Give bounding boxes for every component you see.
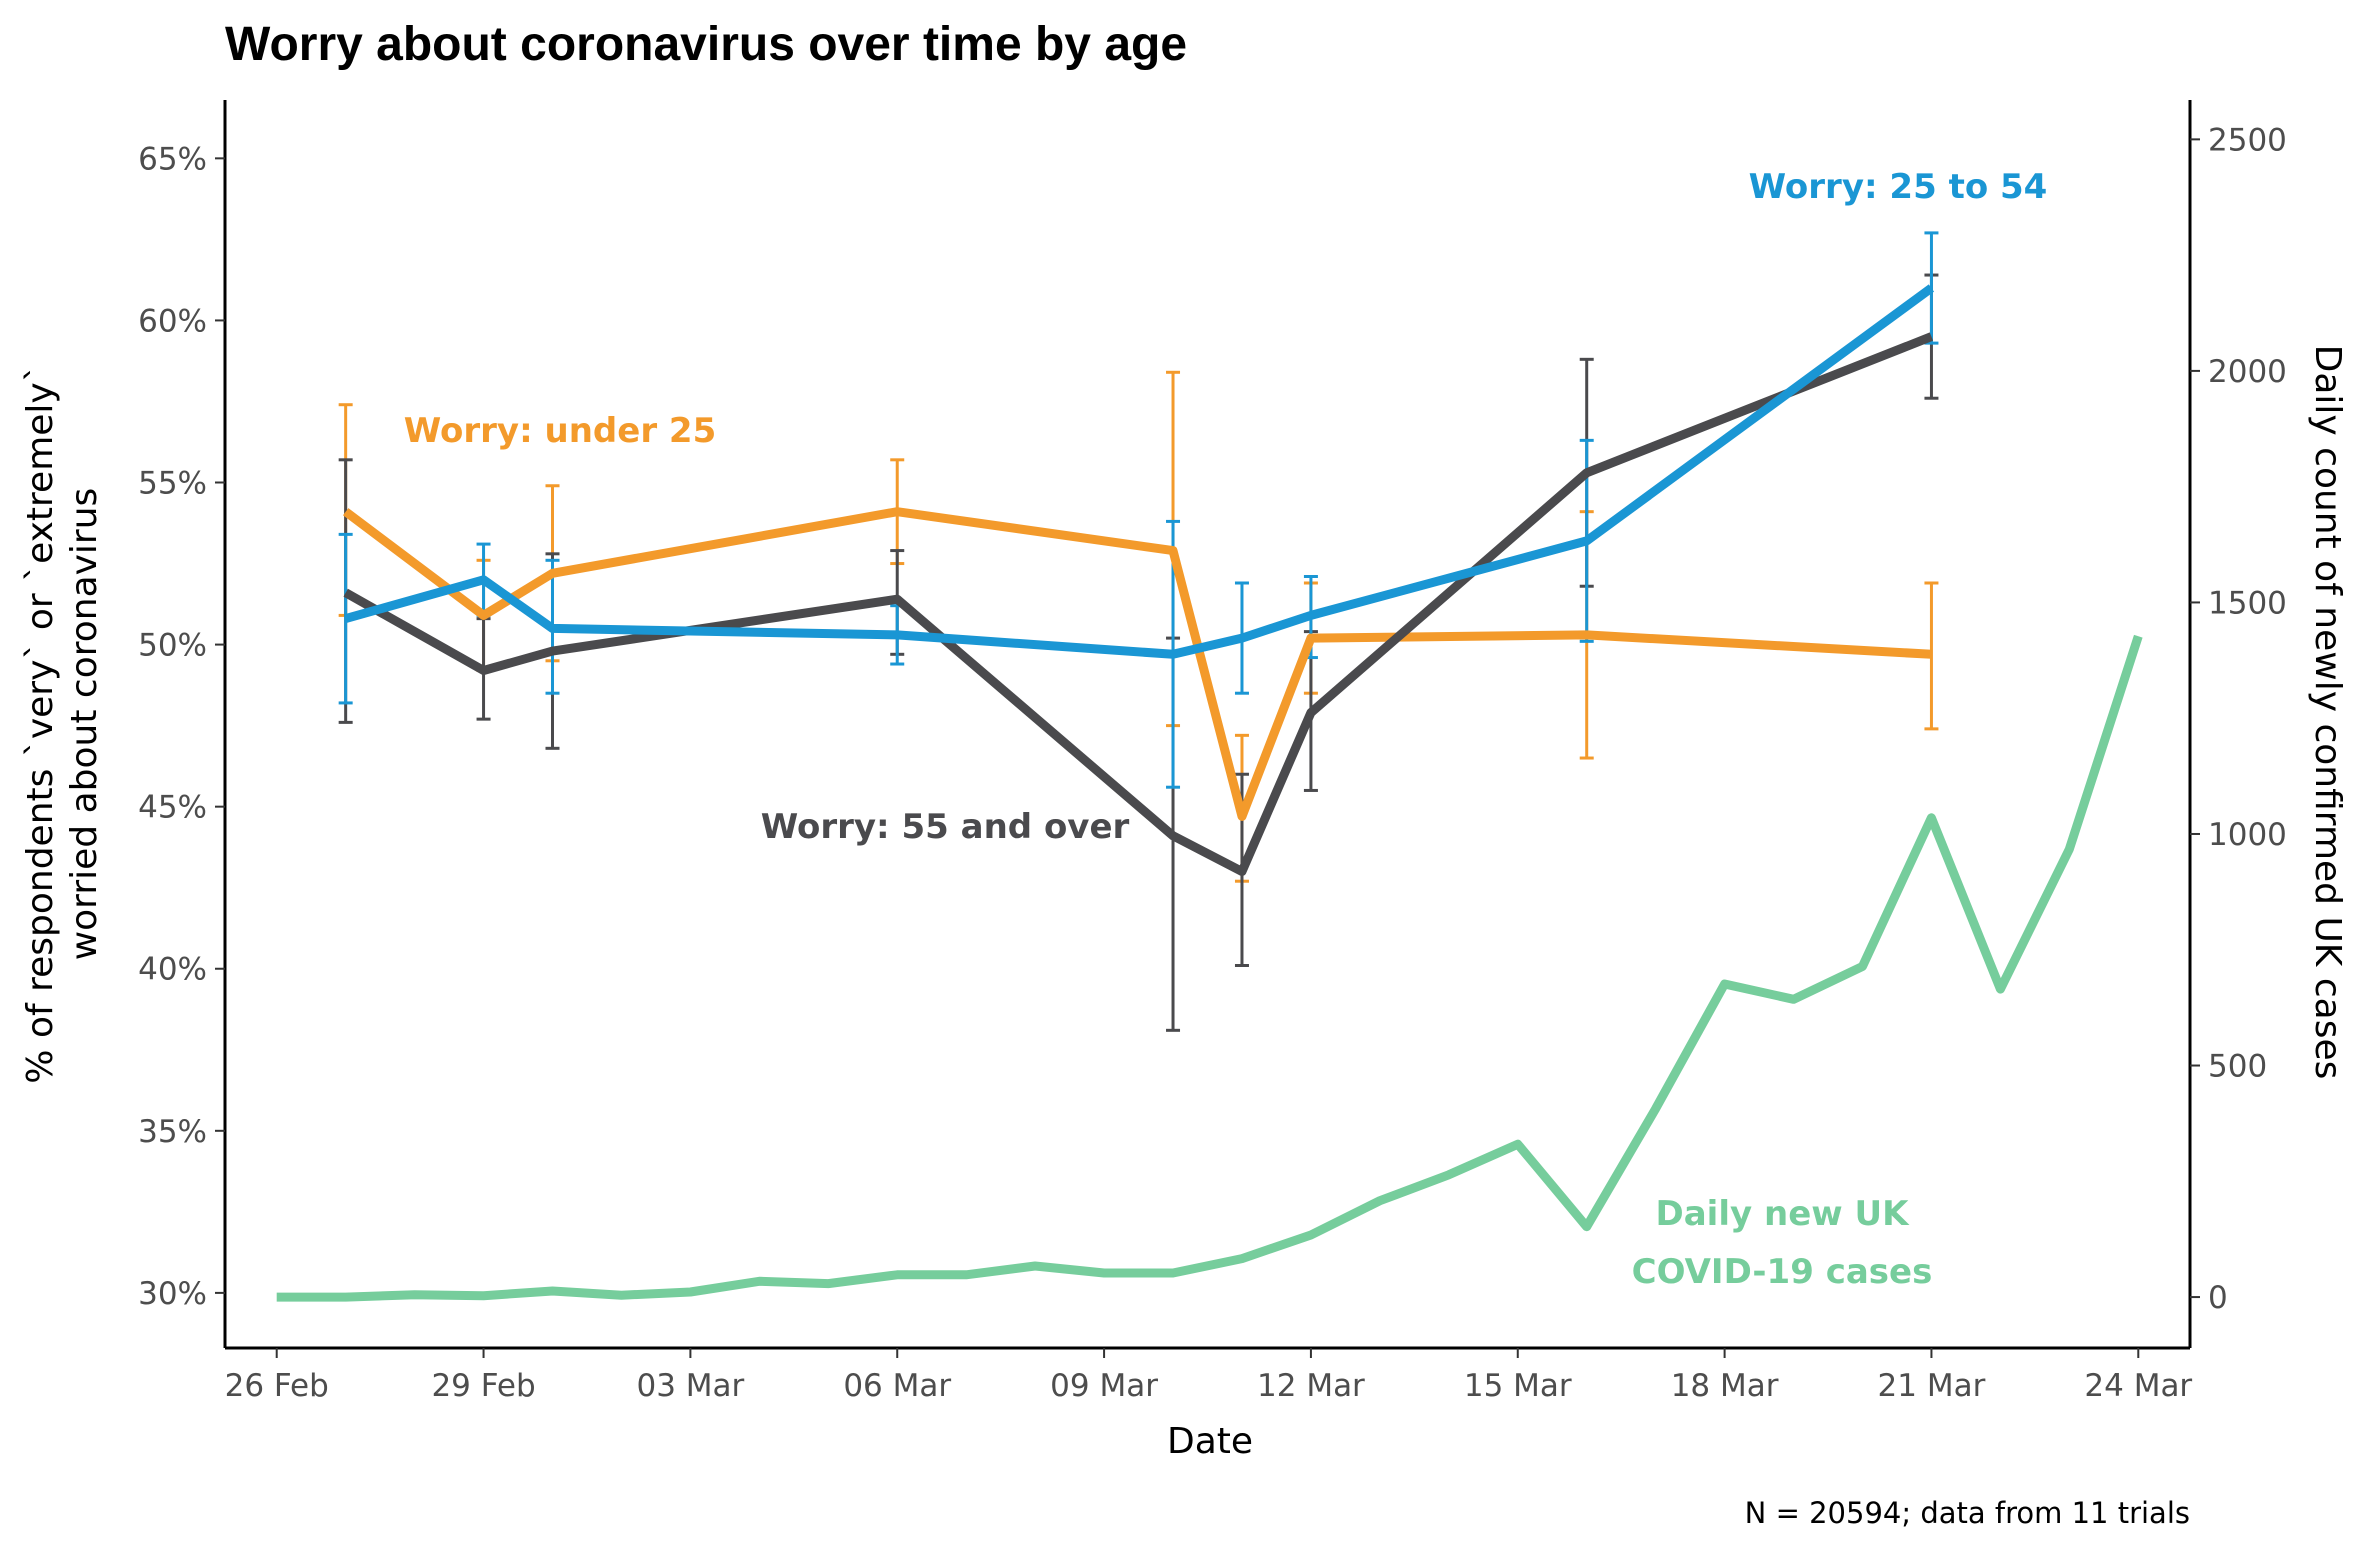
annotation-worry-under-25: Worry: under 25 xyxy=(404,411,717,451)
annotation-daily-new-uk-covid-19-cases: Daily new UK COVID-19 cases xyxy=(1632,1194,1933,1292)
x-tick-label: 21 Mar xyxy=(1878,1368,1986,1404)
y-axis-title-line: worried about coronavirus xyxy=(64,488,105,961)
error-bar-worry-25-to-54 xyxy=(338,532,353,705)
series-line-daily-new-uk-covid-19-cases xyxy=(276,634,2143,1302)
worry-series xyxy=(342,284,1935,876)
series-line-worry-55-and-over xyxy=(343,332,1934,876)
y2-tick-label: 500 xyxy=(2208,1049,2267,1085)
y-axis-title-line: % of respondents `very` or `extremely` xyxy=(20,364,61,1083)
x-tick-label: 26 Feb xyxy=(225,1368,329,1404)
x-tick-label: 24 Mar xyxy=(2084,1368,2192,1404)
y-tick-label: 50% xyxy=(138,628,207,664)
y-tick-label: 40% xyxy=(138,952,207,988)
error-bar-worry-under-25 xyxy=(1924,581,1939,731)
x-tick-label: 06 Mar xyxy=(843,1368,951,1404)
y2-axis-title: Daily count of newly confirmed UK cases xyxy=(2307,345,2348,1080)
x-tick-label: 09 Mar xyxy=(1050,1368,1158,1404)
annotation-worry-25-to-54: Worry: 25 to 54 xyxy=(1749,167,2048,207)
y-tick-label: 30% xyxy=(138,1276,207,1312)
y-tick-label: 35% xyxy=(138,1114,207,1150)
x-tick-label: 15 Mar xyxy=(1464,1368,1572,1404)
annotation-worry-55-and-over: Worry: 55 and over xyxy=(761,807,1130,847)
y-tick-label: 45% xyxy=(138,790,207,826)
y-tick-label: 55% xyxy=(138,466,207,502)
y2-tick-label: 1000 xyxy=(2208,817,2287,853)
y2-tick-label: 2000 xyxy=(2208,354,2287,390)
chart-title: Worry about coronavirus over time by age xyxy=(225,18,1187,71)
x-tick-label: 29 Feb xyxy=(431,1368,535,1404)
y2-tick-label: 1500 xyxy=(2208,585,2287,621)
y-axis-title: % of respondents `very` or `extremely`wo… xyxy=(20,364,105,1083)
x-axis-title: Date xyxy=(1167,1421,1253,1462)
series-line-worry-25-to-54 xyxy=(344,284,1935,659)
x-tick-label: 12 Mar xyxy=(1257,1368,1365,1404)
y2-tick-label: 0 xyxy=(2208,1280,2228,1316)
axes: 30% 35% 40% 45% 50% 55% 60% 65% 0 500 1000 1500 2000… xyxy=(20,100,2287,1404)
x-tick-label: 18 Mar xyxy=(1671,1368,1779,1404)
series-line-worry-under-25 xyxy=(342,507,1932,821)
cases-series xyxy=(276,634,2143,1302)
y2-tick-label: 2500 xyxy=(2208,122,2287,158)
x-tick-label: 03 Mar xyxy=(636,1368,744,1404)
y-tick-label: 65% xyxy=(138,141,207,177)
y-tick-label: 60% xyxy=(138,303,207,339)
annotations: Worry: under 25 Worry: 25 to 54 Worry: 55 … xyxy=(404,167,2048,1292)
caption: N = 20594; data from 11 trials xyxy=(1745,1496,2190,1530)
